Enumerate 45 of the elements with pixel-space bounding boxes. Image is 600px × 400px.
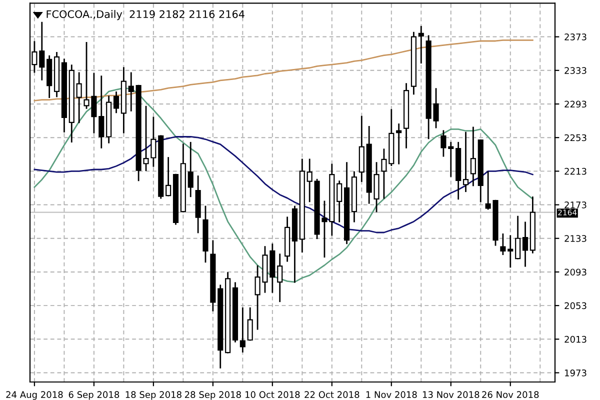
candlestick xyxy=(39,22,45,80)
candlestick xyxy=(98,76,104,148)
y-tick-label: 2133 xyxy=(564,235,586,242)
line-series xyxy=(34,136,534,234)
candlestick xyxy=(462,132,469,192)
candlestick xyxy=(113,92,120,114)
y-tick-label: 2293 xyxy=(564,100,586,108)
candlestick xyxy=(396,123,402,164)
candlestick xyxy=(166,157,172,196)
y-tick-label: 2053 xyxy=(564,302,586,310)
candlestick xyxy=(418,26,424,64)
candlestick xyxy=(247,307,253,341)
x-tick-label: 6 Sep 2018 xyxy=(68,391,120,400)
candlestick xyxy=(522,222,528,267)
candlestick xyxy=(515,216,521,260)
x-tick-label: 10 Oct 2018 xyxy=(246,391,300,398)
x-tick-label: 22 Oct 2018 xyxy=(304,391,360,398)
y-tick-label: 2253 xyxy=(564,134,586,142)
x-tick-label: 13 Nov 2018 xyxy=(422,391,480,398)
candlestick xyxy=(336,180,342,222)
x-tick-label: 24 Aug 2018 xyxy=(6,391,63,400)
candlestick xyxy=(470,126,476,186)
candlestick xyxy=(277,254,283,302)
x-tick-label: 18 Sep 2018 xyxy=(126,391,182,400)
candlestick xyxy=(240,307,246,352)
candlestick xyxy=(440,130,446,157)
candlestick xyxy=(448,142,454,177)
y-tick-label: 2173 xyxy=(564,202,586,208)
candlestick xyxy=(128,72,134,112)
candlestick xyxy=(188,142,194,198)
y-tick-label: 2093 xyxy=(564,268,586,276)
candlestick xyxy=(500,233,506,256)
y-tick-label: 1973 xyxy=(565,369,586,376)
candlestick xyxy=(306,158,312,202)
x-tick-label: 26 Nov 2018 xyxy=(482,391,539,398)
candlestick xyxy=(508,235,514,268)
y-tick-label: 2373 xyxy=(564,34,586,40)
y-tick-label: 2013 xyxy=(564,336,586,343)
y-tick-label: 2333 xyxy=(564,67,586,74)
line-series xyxy=(34,87,534,283)
x-tick-label: 1 Nov 2018 xyxy=(366,391,417,398)
x-tick-label: 28 Sep 2018 xyxy=(184,391,241,400)
text: FCOCOA.,Daily 2119 2182 2116 2164 xyxy=(46,10,244,20)
candlestick xyxy=(76,72,82,124)
y-tick-label: 2213 xyxy=(564,168,586,175)
